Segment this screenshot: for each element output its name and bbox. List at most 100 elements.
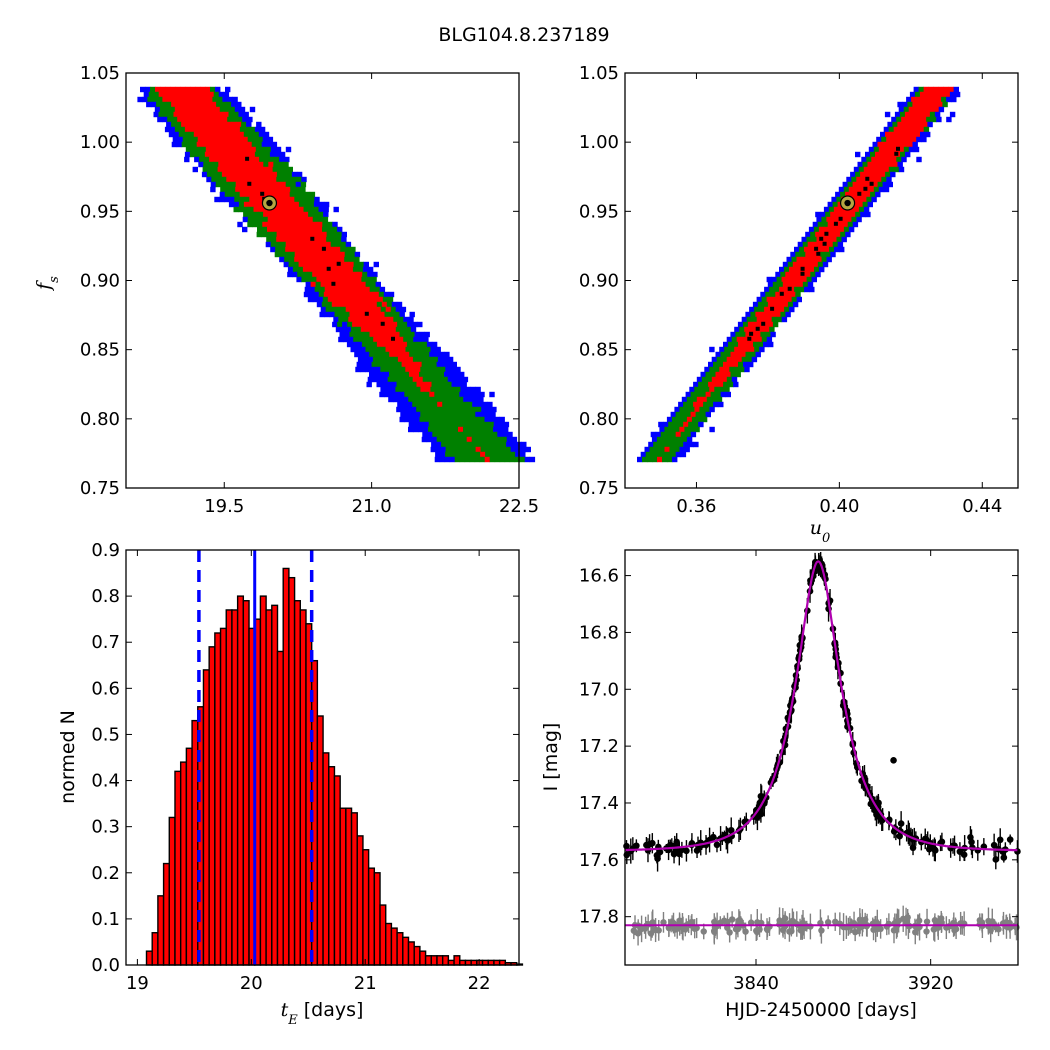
te-fs-sigma1-cell: [302, 221, 308, 228]
te-fs-sigma1-cell: [319, 251, 326, 258]
te-fs-sigma1-cell: [210, 146, 217, 153]
u0-fs-sigma3-cell: [927, 121, 933, 128]
te-fs-sigma2-cell: [369, 286, 376, 293]
te-histogram-bar: [441, 955, 450, 966]
te-fs-sigma1-cell: [262, 221, 268, 228]
u0-fs-sigma2-cell: [696, 416, 703, 423]
te-fs-sigma1-cell: [283, 201, 290, 208]
light-curve-ylabel: I [mag]: [540, 723, 562, 792]
u0-fs-sigma1-cell: [771, 296, 777, 303]
u0-fs-sigma1-cell: [871, 156, 877, 163]
te-fs-sigma2-cell: [425, 346, 431, 353]
te-fs-sigma3-cell: [340, 326, 347, 333]
u0-fs-sigma1-cell: [860, 191, 866, 198]
te-fs-sigma2-cell: [321, 301, 328, 308]
te-fs-sigma1-cell: [394, 351, 400, 358]
te-fs-sigma2-cell: [396, 361, 402, 368]
te-fs-sigma1-cell: [279, 196, 285, 203]
te-fs-sigma3-cell: [184, 151, 191, 158]
te-fs-sigma1-cell: [293, 201, 300, 208]
te-fs-sigma3-cell: [369, 371, 375, 378]
te-fs-sigma2-cell: [317, 216, 324, 223]
u0-fs-sigma1-cell: [898, 126, 905, 133]
te-fs-sigma2-cell: [509, 456, 516, 463]
te-fs-sigma2-cell: [278, 161, 284, 168]
u0-fs-sigma2-cell: [662, 456, 668, 463]
u0-fs-sigma2-cell: [670, 451, 677, 458]
te-fs-sigma1-cell: [407, 356, 414, 363]
u0-fs-sigma1-cell: [675, 431, 682, 438]
te-fs-sigma2-cell: [470, 446, 476, 453]
te-fs-sigma2-cell: [499, 456, 506, 463]
u0-fs-sigma2-cell: [708, 401, 714, 408]
u0-fs-sigma1-cell: [865, 191, 871, 198]
u0-fs-sigma1-cell: [784, 286, 790, 293]
te-fs-sigma3-cell: [444, 351, 450, 358]
te-fs-sigma1-cell: [237, 166, 243, 173]
residual-point: [995, 926, 1002, 933]
te-fs-sigma2-cell: [452, 431, 458, 438]
u0-fs-sigma2-cell: [799, 246, 805, 253]
u0-fs-sigma1-cell: [694, 406, 700, 413]
u0-fs-sigma1-cell: [736, 356, 743, 363]
te-fs-sigma2-cell: [152, 96, 158, 103]
u0-fs-sigma2-cell: [652, 456, 658, 463]
te-fs-sigma3-cell: [372, 271, 378, 278]
u0-fs-sigma3-cell: [779, 266, 785, 273]
u0-fs-sigma2-cell: [665, 431, 672, 438]
te-fs-sigma1-cell: [416, 381, 422, 388]
te-fs-sigma1-cell: [168, 91, 175, 98]
te-fs-sigma1-cell: [302, 226, 308, 233]
u0-fs-sigma2-cell: [660, 451, 667, 458]
te-fs-sigma1-cell: [201, 121, 207, 128]
te-fs-sigma1-cell: [177, 96, 183, 103]
te-fs-sigma2-cell: [456, 441, 462, 448]
u0-fs-sigma3-cell: [744, 366, 750, 373]
u0-fs-sigma1-cell: [909, 111, 916, 118]
u0-fs-sigma2-cell: [704, 406, 710, 413]
u0-fs-sigma2-cell: [813, 226, 820, 233]
u0-fs-sigma3-cell: [764, 286, 770, 293]
u0-fs-sigma1-cell: [827, 241, 834, 248]
te-fs-sigma2-cell: [344, 256, 350, 263]
te-fs-sigma2-cell: [169, 106, 176, 113]
u0-fs-sigma1-cell: [928, 86, 934, 93]
residual-point: [665, 924, 673, 932]
te-fs-sigma2-cell: [460, 411, 466, 418]
te-fs-sigma2-cell: [426, 361, 432, 368]
u0-fs-sigma3-cell: [804, 286, 810, 293]
te-fs-sigma3-cell: [475, 386, 481, 393]
te-fs-sigma1-cell: [332, 271, 338, 278]
te-fs-sigma1-cell: [397, 356, 404, 363]
te-fs-sigma2-cell: [358, 336, 364, 343]
te-fs-sigma1-cell: [207, 136, 214, 143]
te-fs-sigma2-cell: [451, 441, 457, 448]
te-fs-sigma2-cell: [252, 216, 259, 223]
u0-fs-best-sample: [749, 331, 754, 336]
u0-fs-sigma1-cell: [796, 256, 802, 263]
te-fs-sigma1-cell: [283, 206, 289, 213]
te-fs-sigma2-cell: [158, 111, 164, 118]
te-fs-sigma2-cell: [301, 276, 307, 283]
te-fs-sigma2-cell: [287, 166, 293, 173]
te-fs-sigma1-cell: [273, 211, 279, 218]
te-fs-xtick-label: 19.5: [204, 496, 244, 517]
te-fs-sigma2-cell: [462, 401, 468, 408]
te-fs-sigma2-cell: [467, 401, 473, 408]
te-fs-sigma3-cell: [400, 411, 406, 418]
u0-fs-sigma3-cell: [819, 266, 825, 273]
te-fs-sigma3-cell: [314, 196, 320, 203]
te-fs-sigma2-cell: [216, 101, 222, 108]
u0-fs-sigma1-cell: [765, 311, 771, 318]
te-fs-sigma2-cell: [255, 146, 262, 153]
u0-fs-sigma1-cell: [928, 106, 935, 113]
u0-fs-sigma1-cell: [761, 316, 768, 323]
u0-fs-sigma2-cell: [926, 116, 932, 123]
te-fs-sigma2-cell: [331, 236, 337, 243]
te-fs-sigma1-cell: [293, 206, 299, 213]
te-fs-sigma1-cell: [390, 346, 396, 353]
te-fs-sigma2-cell: [394, 371, 400, 378]
te-fs-sigma1-cell: [429, 391, 435, 398]
te-fs-sigma1-cell: [365, 306, 372, 313]
